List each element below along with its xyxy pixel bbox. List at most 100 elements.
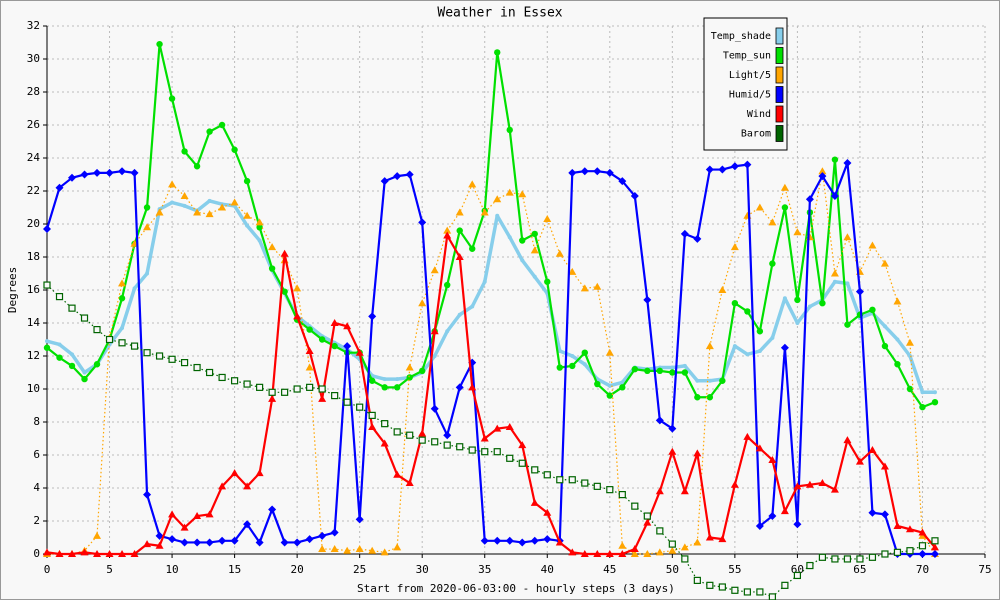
- point: [482, 279, 487, 284]
- point: [180, 359, 189, 367]
- point: [894, 361, 901, 368]
- point: [805, 480, 814, 488]
- point: [293, 284, 302, 292]
- point: [143, 540, 152, 548]
- point: [181, 148, 188, 155]
- point: [205, 510, 214, 518]
- point: [468, 180, 477, 188]
- point: [245, 223, 250, 228]
- point: [393, 172, 402, 181]
- y-axis-label: Degrees: [6, 267, 19, 313]
- point: [580, 167, 589, 176]
- point: [705, 342, 714, 350]
- y-tick-label: 8: [33, 415, 40, 428]
- y-tick-label: 18: [27, 250, 40, 263]
- point: [855, 287, 864, 296]
- point: [493, 536, 502, 545]
- point: [743, 432, 752, 440]
- point: [781, 204, 789, 211]
- point: [581, 479, 589, 487]
- point: [256, 224, 263, 231]
- point: [555, 538, 564, 546]
- point: [418, 436, 426, 444]
- point: [81, 375, 88, 383]
- legend-label: Light/5: [729, 70, 771, 81]
- point: [418, 218, 427, 227]
- y-tick-label: 26: [27, 118, 40, 131]
- point: [844, 321, 851, 328]
- point: [830, 191, 839, 200]
- point: [318, 394, 327, 402]
- point: [430, 404, 439, 413]
- point: [593, 167, 602, 176]
- x-tick-label: 10: [165, 563, 178, 576]
- point: [293, 538, 302, 547]
- point: [705, 165, 714, 174]
- legend-label: Humid/5: [729, 90, 771, 101]
- point: [468, 383, 477, 391]
- point: [593, 550, 602, 557]
- point: [268, 265, 276, 272]
- point: [506, 126, 513, 134]
- point: [381, 384, 388, 391]
- point: [330, 528, 339, 537]
- x-tick-label: 55: [728, 563, 741, 576]
- point: [118, 550, 127, 557]
- point: [881, 342, 889, 350]
- point: [718, 535, 727, 543]
- point: [180, 523, 189, 531]
- point: [631, 366, 639, 373]
- point: [80, 548, 89, 556]
- point: [155, 541, 164, 549]
- point: [218, 203, 227, 211]
- point: [630, 191, 639, 200]
- point: [532, 274, 537, 279]
- point: [681, 555, 689, 563]
- point: [444, 281, 451, 289]
- point: [355, 545, 364, 553]
- point: [418, 429, 427, 437]
- point: [682, 363, 687, 368]
- point: [793, 482, 802, 490]
- legend-label: Temp_sun: [723, 51, 771, 62]
- point: [580, 284, 589, 292]
- point: [381, 420, 389, 428]
- x-axis-label: Start from 2020-06-03:00 - hourly steps …: [357, 582, 675, 595]
- point: [719, 377, 726, 384]
- point: [405, 363, 414, 371]
- point: [118, 339, 126, 347]
- point: [668, 546, 677, 554]
- point: [306, 326, 313, 333]
- x-tick-label: 70: [916, 563, 929, 576]
- point: [305, 363, 314, 371]
- point: [882, 324, 887, 329]
- point: [56, 354, 63, 361]
- point: [618, 177, 627, 186]
- point: [520, 258, 525, 263]
- legend-swatch: [775, 47, 784, 64]
- point: [105, 168, 114, 177]
- point: [405, 479, 414, 487]
- y-tick-label: 20: [27, 217, 40, 230]
- point: [718, 165, 727, 174]
- point: [582, 362, 587, 367]
- point: [93, 550, 102, 557]
- point: [644, 367, 651, 375]
- point: [818, 553, 827, 561]
- point: [255, 538, 264, 547]
- point: [93, 361, 101, 368]
- point: [330, 319, 339, 326]
- point: [543, 471, 551, 479]
- point: [145, 271, 150, 276]
- point: [845, 281, 850, 286]
- point: [643, 518, 652, 526]
- legend-label: Barom: [741, 129, 771, 140]
- point: [206, 128, 213, 135]
- y-tick-label: 0: [33, 547, 40, 560]
- x-tick-label: 25: [353, 563, 366, 576]
- point: [531, 230, 538, 238]
- point: [620, 380, 625, 385]
- point: [756, 588, 764, 596]
- point: [118, 167, 127, 176]
